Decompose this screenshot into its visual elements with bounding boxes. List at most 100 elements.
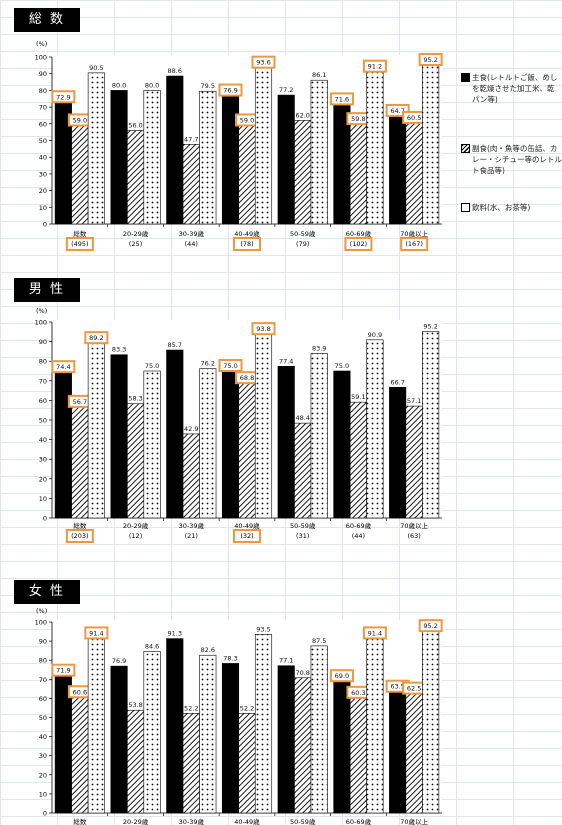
bar-飲料-40-49歳 [254,634,273,814]
bar-副食-50-59歳 [294,677,312,814]
data-label: 56.7 [73,398,87,406]
chart-panel-total: 総 数 (%) 0 10 20 30 40 50 60 70 80 90 100 72.9 59.0 90.… [0,0,562,270]
bar-副食-総数 [71,406,89,519]
y-tick-label: 20 [39,771,47,779]
y-tick-label: 60 [39,695,47,703]
data-label: 84.6 [145,642,159,650]
highlight-box [84,331,109,345]
bar-副食-30-39歳 [182,433,200,519]
y-axis-label: (%) [36,607,47,615]
y-tick-label: 40 [39,154,47,162]
y-tick-label: 80 [39,87,47,95]
category-label: 20-29歳 [123,521,149,530]
bar-飲料-30-39歳 [199,90,217,225]
data-label: 82.6 [201,646,215,654]
data-label: 80.0 [112,81,126,89]
data-label: 95.2 [423,56,437,64]
bar-主食-20-29歳 [110,90,128,225]
data-label: 66.7 [390,378,404,386]
category-label: 50-59歳 [290,521,316,530]
data-label: 42.9 [184,425,198,433]
legend-label: 飲料(水、お茶等) [472,203,531,212]
bar-主食-60-69歳 [333,370,351,519]
y-tick-label: 30 [39,456,47,464]
data-label: 76.9 [112,657,126,665]
category-label: 20-29歳 [123,229,149,238]
count-label: (102) [350,240,367,248]
bar-飲料-60-69歳 [366,638,384,814]
bar-主食-50-59歳 [277,94,295,225]
data-label: 59.8 [351,115,365,123]
bar-副食-30-39歳 [182,144,200,225]
bar-飲料-20-29歳 [143,370,161,519]
y-tick-label: 70 [39,676,47,684]
highlight-box [344,237,373,251]
legend-swatch-solid [461,73,470,82]
category-label: 40-49歳 [234,521,260,530]
data-label: 95.2 [423,322,437,330]
category-label: 60-69歳 [346,521,372,530]
bar-副食-40-49歳 [238,382,256,519]
data-label: 95.2 [423,622,437,630]
bar-主食-50-59歳 [277,365,295,519]
data-label: 47.7 [184,135,198,143]
y-tick-label: 10 [39,204,47,212]
highlight-box [51,360,76,374]
data-label: 83.3 [112,346,126,354]
bar-副食-20-29歳 [127,709,145,814]
data-label: 59.1 [351,393,365,401]
data-label: 74.4 [56,363,70,371]
data-label: 60.3 [351,689,365,697]
bar-主食-40-49歳 [221,663,240,814]
category-label: 50-59歳 [290,817,316,825]
y-tick-label: 20 [39,475,47,483]
data-label: 78.3 [223,654,237,662]
bar-chart-female: (%) 0 10 20 30 40 50 60 70 80 90 100 71.9 60.6 91.4 総数 7… [35,607,443,825]
section-title-total: 総 数 [14,8,80,32]
bar-副食-60-69歳 [349,697,367,814]
y-tick-label: 70 [39,104,47,112]
category-label: 総数 [73,229,87,238]
highlight-box [362,626,387,640]
count-label: (167) [405,240,422,248]
highlight-box [51,90,76,104]
data-label: 77.2 [279,86,293,94]
y-tick-label: 80 [39,358,47,366]
data-label: 52.2 [184,704,198,712]
legend-label: 副食(肉・魚等の缶詰、カレー・シチュー等のレトルト食品等) [472,144,562,175]
category-label: 40-49歳 [234,229,260,238]
data-label: 85.7 [168,341,182,349]
bar-主食-40-49歳 [221,370,240,519]
legend-swatch-dotted [461,203,470,212]
count-label: (31) [296,532,309,540]
data-label: 56.0 [128,121,142,129]
bar-副食-20-29歳 [127,403,145,519]
bar-副食-70歳以上 [405,693,423,814]
highlight-box [362,59,387,73]
category-label: 30-39歳 [179,229,205,238]
bar-副食-40-49歳 [238,712,256,814]
highlight-box [329,669,354,683]
count-label: (44) [352,532,365,540]
bar-飲料-20-29歳 [143,90,161,225]
y-tick-label: 70 [39,377,47,385]
category-label: 40-49歳 [234,817,260,825]
bar-飲料-40-49歳 [254,333,273,519]
data-label: 60.6 [73,688,87,696]
bar-副食-60-69歳 [349,123,367,225]
data-label: 48.4 [295,414,309,422]
data-label: 77.4 [279,357,293,365]
data-label: 59.0 [73,116,87,124]
count-label: (44) [185,240,198,248]
count-label: (203) [71,532,88,540]
count-label: (25) [129,240,142,248]
data-label: 88.6 [168,67,182,75]
bar-飲料-50-59歳 [310,79,328,225]
data-label: 87.5 [312,637,326,645]
bar-主食-30-39歳 [166,638,184,814]
bar-飲料-70歳以上 [422,331,440,519]
bar-副食-60-69歳 [349,401,367,519]
highlight-box [251,322,276,336]
data-label: 62.5 [407,685,421,693]
highlight-box [51,663,76,677]
